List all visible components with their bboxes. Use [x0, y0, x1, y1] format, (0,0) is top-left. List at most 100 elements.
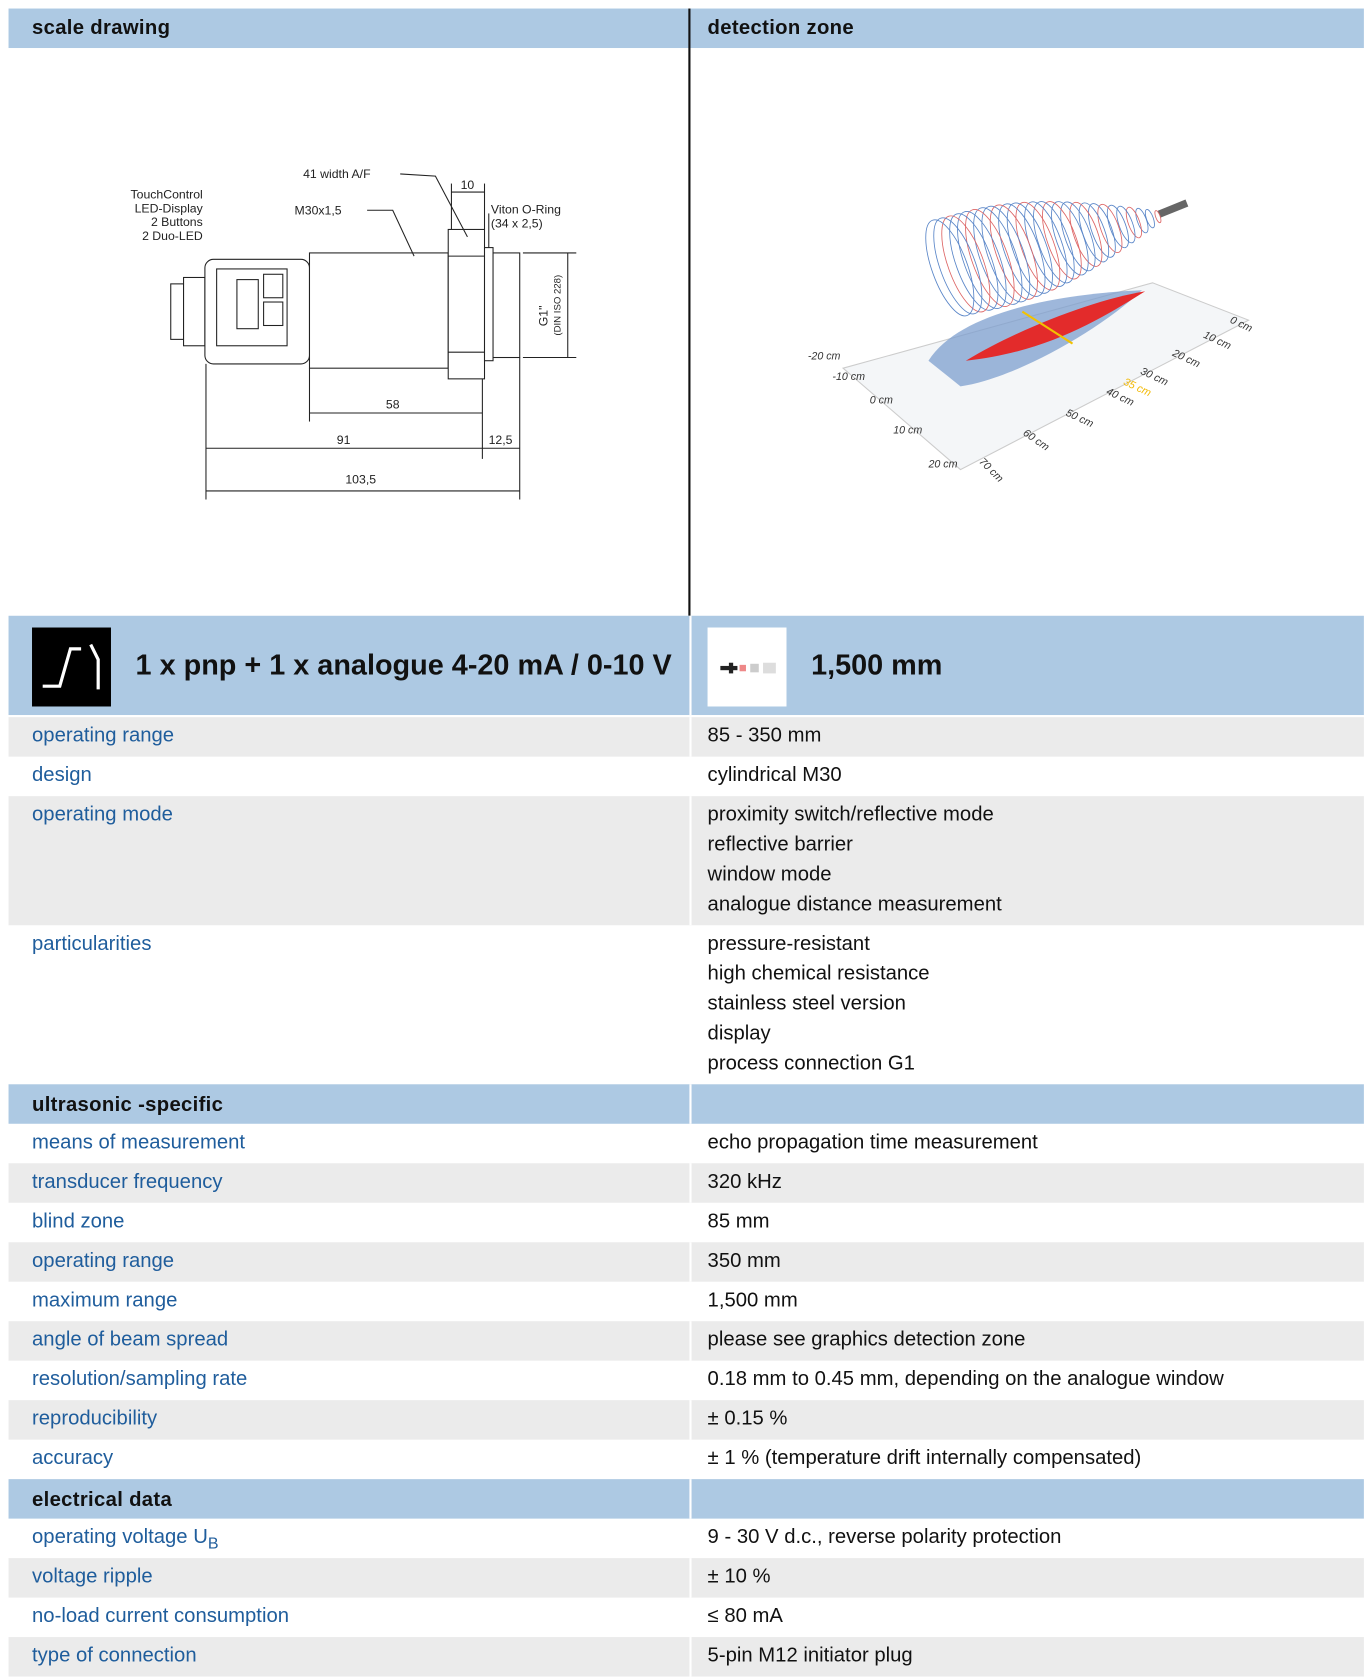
dimension: 12,5	[489, 433, 513, 447]
row-bg	[8, 1400, 1364, 1440]
beam-ring	[957, 211, 1007, 309]
row-label: maximum range	[32, 1286, 177, 1316]
beam-ring	[1042, 201, 1082, 280]
range-icon	[707, 627, 787, 707]
row-value: analogue distance measurement	[707, 893, 1002, 916]
row-bg	[8, 1163, 1364, 1203]
row-label: operating voltage UB	[32, 1523, 219, 1559]
beam-ring	[1135, 207, 1149, 234]
row-value: 320 kHz	[707, 1170, 782, 1194]
label-text: operating range	[32, 724, 175, 748]
row-bg	[8, 1558, 1364, 1598]
mark-line	[1021, 310, 1074, 345]
row-value: ± 1 % (temperature drift internally comp…	[707, 1447, 1142, 1470]
beam-ring	[941, 215, 991, 313]
row-value: ± 10 %	[707, 1565, 771, 1588]
section-title: electrical data	[32, 1488, 173, 1512]
callout: LED-Display	[135, 201, 204, 215]
dimension: 58	[386, 398, 400, 412]
label-text: angle of beam spread	[32, 1328, 229, 1352]
label-text: design	[32, 764, 92, 787]
beam-ring	[973, 207, 1023, 305]
drawings: TouchControl LED-Display 2 Buttons 2 Duo…	[130, 167, 1254, 500]
label-subscript: B	[207, 1534, 219, 1553]
label-text: reproducibility	[32, 1407, 158, 1431]
row-label: type of connection	[32, 1641, 197, 1671]
axis-label: 70 cm	[977, 456, 1006, 485]
dimension: 10	[461, 178, 475, 192]
gap	[689, 796, 692, 926]
row-value: 85 mm	[707, 1210, 770, 1233]
axis-label: -10 cm	[832, 371, 865, 383]
beam-ring	[1015, 201, 1061, 291]
section-bar	[8, 1084, 1364, 1124]
sensor-drawing	[170, 173, 577, 500]
gap	[689, 1084, 692, 1124]
beam-ring	[1078, 202, 1110, 263]
row-label: operating range	[32, 1246, 174, 1276]
axis-label: 20 cm	[927, 458, 957, 470]
row-bg	[8, 717, 1364, 757]
beam-ring	[1006, 202, 1053, 294]
gap	[689, 615, 692, 716]
detection-zone-graphic	[841, 199, 1250, 471]
row-label: design	[32, 761, 92, 791]
label-text: blind zone	[32, 1210, 125, 1233]
axis-label: 0 cm	[870, 394, 893, 406]
gap	[689, 1242, 692, 1282]
callout: 2 Duo-LED	[142, 229, 203, 243]
gap	[689, 1558, 692, 1598]
beam-ring	[1097, 203, 1123, 253]
row-label: no-load current consumption	[32, 1602, 289, 1632]
row-value: 9 - 30 V d.c., reverse polarity protecti…	[707, 1526, 1062, 1549]
header-bar	[8, 8, 1364, 49]
beam-ring	[1033, 201, 1075, 284]
row-bg	[8, 1637, 1364, 1677]
gap	[689, 1163, 692, 1203]
row-label: blind zone	[32, 1207, 124, 1237]
label-text: transducer frequency	[32, 1170, 223, 1194]
switch-icon	[32, 627, 111, 707]
label-text: no-load current consumption	[32, 1605, 290, 1628]
row-label: operating mode	[32, 800, 173, 830]
sensor-icon	[1157, 199, 1189, 218]
row-label: resolution/sampling rate	[32, 1365, 247, 1395]
callout: Viton O-Ring	[491, 202, 561, 216]
row-value: display	[707, 1022, 771, 1045]
row-value: window mode	[707, 863, 832, 886]
label-text: resolution/sampling rate	[32, 1368, 248, 1391]
gap	[689, 717, 692, 757]
gap	[689, 1321, 692, 1361]
row-value: reflective barrier	[707, 833, 853, 856]
row-label: angle of beam spread	[32, 1325, 228, 1355]
beam-ring	[981, 205, 1031, 303]
label-text: accuracy	[32, 1447, 114, 1470]
label-text: type of connection	[32, 1644, 197, 1667]
header-left: scale drawing	[32, 17, 171, 40]
row-label: means of measurement	[32, 1128, 245, 1158]
beam-ring	[1125, 206, 1142, 239]
section-title: ultrasonic -specific	[32, 1093, 224, 1117]
gap	[689, 1637, 692, 1677]
sensor-callouts: TouchControl LED-Display 2 Buttons 2 Duo…	[130, 167, 563, 486]
row-value: pressure-resistant	[707, 932, 870, 956]
axis-label: 10 cm	[893, 424, 922, 436]
row-value: ≤ 80 mA	[707, 1605, 783, 1628]
row-bg	[8, 796, 1364, 926]
beam-ring	[1154, 210, 1162, 224]
row-label: particularities	[32, 930, 151, 960]
row-value: 0.18 mm to 0.45 mm, depending on the ana…	[707, 1368, 1224, 1391]
beam-ring	[1088, 203, 1116, 258]
label-text: maximum range	[32, 1289, 178, 1312]
row-label: accuracy	[32, 1444, 113, 1474]
row-value: proximity switch/reflective mode	[707, 803, 994, 827]
label-text: voltage ripple	[32, 1565, 153, 1588]
beam-ring	[1060, 201, 1096, 272]
row-value: 85 - 350 mm	[707, 724, 822, 748]
label-text: operating mode	[32, 803, 173, 827]
label-text: operating voltage U	[32, 1526, 208, 1549]
row-label: voltage ripple	[32, 1562, 153, 1592]
row-value: 350 mm	[707, 1249, 781, 1273]
